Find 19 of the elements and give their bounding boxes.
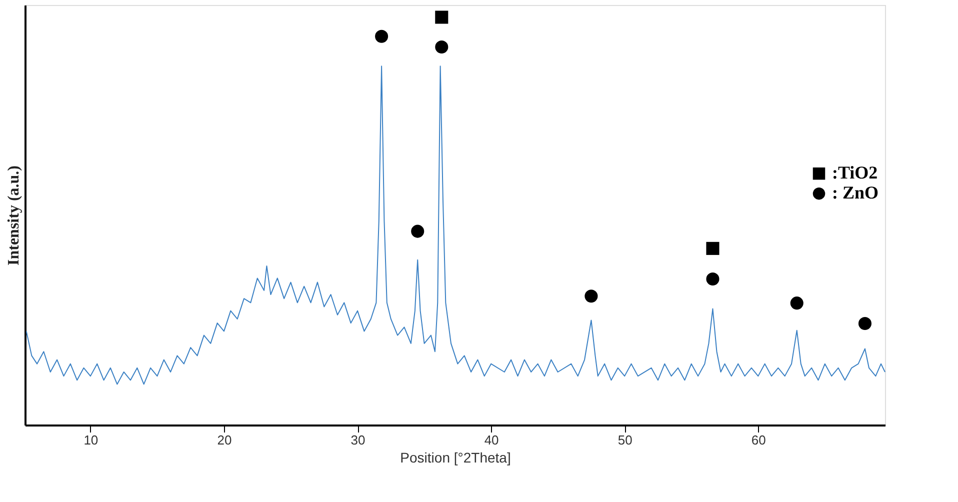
point <box>584 290 598 303</box>
y-axis-title: Intensity (a.u.) <box>6 165 22 266</box>
point <box>435 40 448 54</box>
point <box>790 296 804 310</box>
point <box>706 272 720 286</box>
legend-label: : ZnO <box>832 182 879 203</box>
point <box>411 224 424 238</box>
x-tick-label: 30 <box>350 432 366 448</box>
point <box>375 30 388 43</box>
x-tick-label: 40 <box>484 432 499 448</box>
point <box>706 242 720 255</box>
x-tick-label: 20 <box>217 432 232 448</box>
x-tick-label: 10 <box>84 432 98 448</box>
x-axis-title: Position [°2Theta] <box>400 450 511 466</box>
x-tick-label: 50 <box>618 432 632 448</box>
legend-label: :TiO2 <box>832 162 878 183</box>
x-tick-label: 60 <box>751 432 766 448</box>
point <box>858 316 872 330</box>
point <box>435 10 448 24</box>
